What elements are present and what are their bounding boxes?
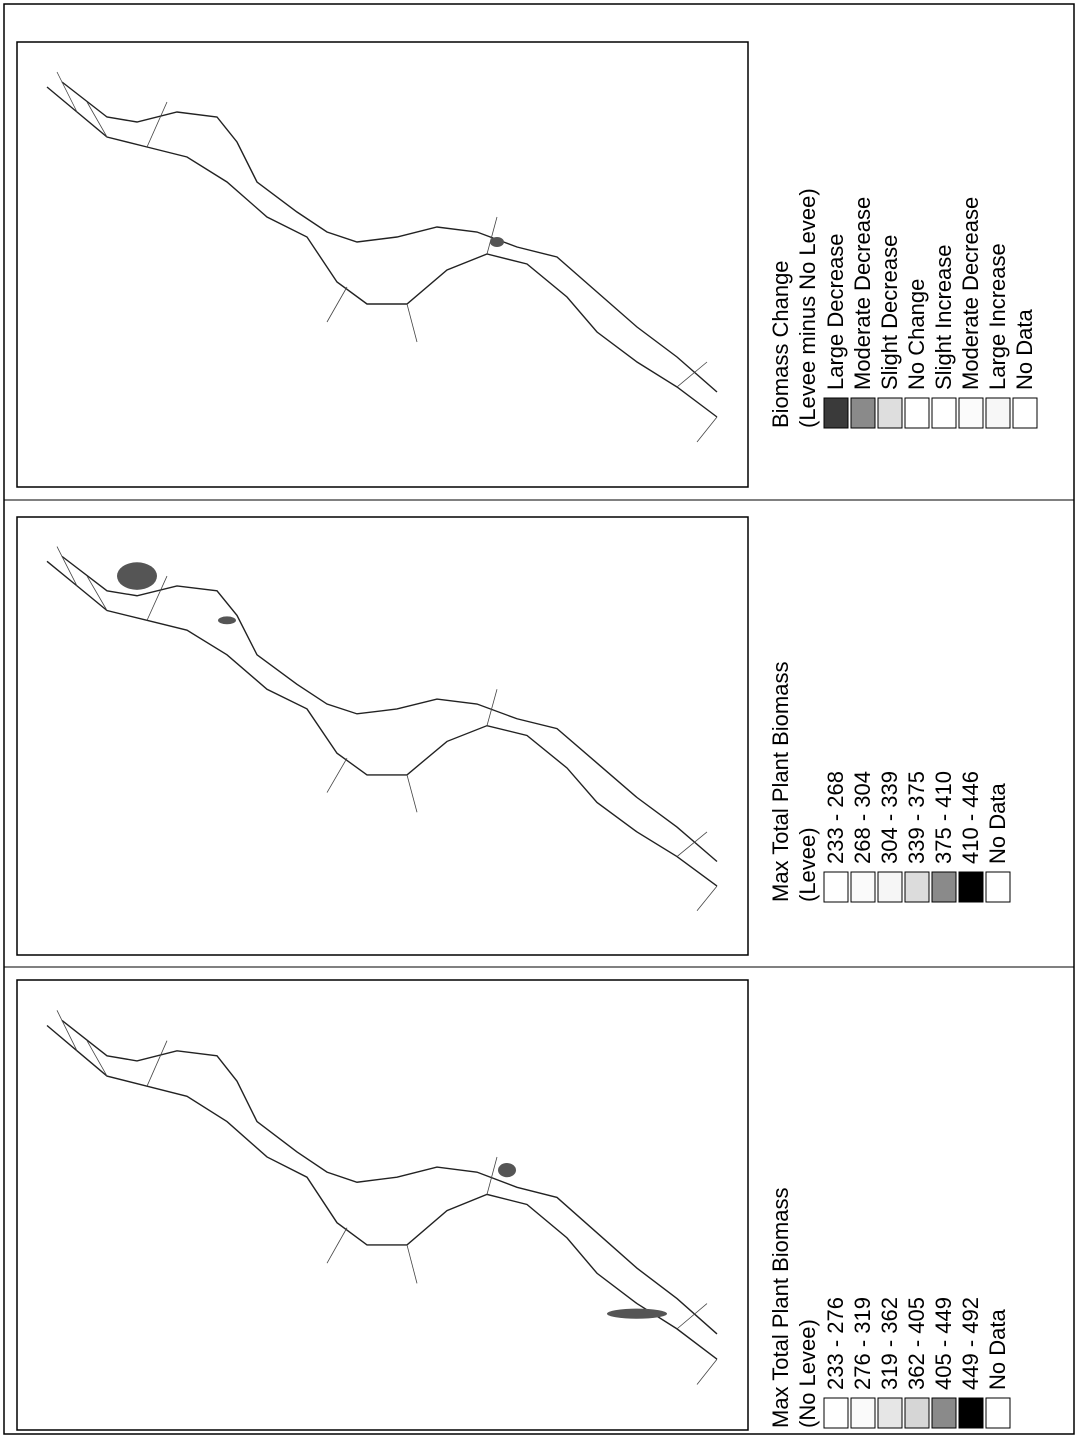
legend-swatch [877, 1397, 903, 1429]
tributary [406, 774, 418, 813]
tributary [486, 216, 498, 255]
river-map [46, 1010, 718, 1385]
river-bank [61, 1019, 718, 1335]
legend-swatch [931, 1397, 957, 1429]
tributary [56, 546, 78, 587]
legend-swatch [931, 397, 957, 429]
legend: Biomass Change (Levee minus No Levee) Larg… [768, 188, 1038, 429]
tributary [486, 1156, 498, 1195]
legend-label: No Data [985, 1309, 1010, 1390]
legend-label: Slight Increase [931, 244, 956, 390]
map-frame [16, 516, 749, 956]
legend-swatch [823, 871, 849, 903]
legend-swatch [904, 1397, 930, 1429]
legend-label: Slight Decrease [877, 235, 902, 390]
map-panel [16, 41, 749, 488]
river-bank [61, 555, 718, 863]
legend-swatch [904, 397, 930, 429]
tributary [486, 689, 498, 726]
tributary [676, 831, 708, 857]
river-map [46, 71, 718, 443]
river-map [46, 546, 718, 911]
legend-label: No Change [904, 279, 929, 390]
tributary [326, 1227, 348, 1264]
legend-swatch [877, 871, 903, 903]
legend-swatch [1012, 397, 1038, 429]
legend-title: (Levee) [795, 827, 820, 902]
tributary [56, 71, 78, 113]
map-patch [498, 1163, 516, 1178]
map-patch [490, 237, 504, 247]
legend-title: Biomass Change [768, 260, 793, 428]
map-patch [607, 1308, 667, 1319]
legend-label: 233 - 276 [823, 1297, 848, 1390]
tributary [86, 575, 108, 611]
legend-swatch [850, 397, 876, 429]
legend-label: Large Decrease [823, 233, 848, 390]
river-bank [46, 1024, 718, 1360]
map-frame [16, 979, 749, 1431]
legend-title: (No Levee) [795, 1319, 820, 1428]
tributary [86, 101, 108, 138]
map-frame [16, 41, 749, 488]
legend-swatch [850, 1397, 876, 1429]
legend-swatch [985, 397, 1011, 429]
map-panel [16, 979, 749, 1431]
tributary [326, 757, 348, 793]
tributary [676, 361, 708, 388]
map-patch [117, 562, 157, 590]
tributary [696, 1358, 718, 1385]
legend-swatch [958, 871, 984, 903]
tributary [406, 303, 418, 343]
legend-swatch [877, 397, 903, 429]
legend-swatch [931, 871, 957, 903]
legend: Max Total Plant Biomass (No Levee) 233 - 2… [768, 1188, 1011, 1429]
legend-label: 233 - 268 [823, 771, 848, 864]
river-bank [46, 560, 718, 887]
legend-label: 405 - 449 [931, 1297, 956, 1390]
map-patch [218, 616, 236, 625]
legend-label: 268 - 304 [850, 771, 875, 864]
legend: Max Total Plant Biomass (Levee)233 - 268 2… [768, 662, 1011, 903]
outer-border [3, 3, 1075, 1435]
river-bank [61, 81, 718, 393]
legend-label: 339 - 375 [904, 771, 929, 864]
legend-swatch [823, 397, 849, 429]
tributary [86, 1040, 108, 1077]
legend-swatch [904, 871, 930, 903]
legend-label: 362 - 405 [904, 1297, 929, 1390]
tributary [696, 416, 718, 443]
legend-swatch [985, 1397, 1011, 1429]
legend-label: 410 - 446 [958, 771, 983, 864]
tributary [56, 1010, 78, 1051]
legend-label: Moderate Decrease [850, 197, 875, 390]
tributary [326, 286, 348, 323]
tributary [676, 1303, 708, 1330]
legend-label: Large Increase [985, 243, 1010, 390]
legend-label: 304 - 339 [877, 771, 902, 864]
legend-label: No Data [1012, 309, 1037, 390]
legend-title: Max Total Plant Biomass [768, 1188, 793, 1428]
tributary [406, 1244, 418, 1284]
legend-title: (Levee minus No Levee) [795, 188, 820, 428]
legend-title: Max Total Plant Biomass [768, 662, 793, 902]
legend-label: 449 - 492 [958, 1297, 983, 1390]
tributary [146, 1040, 168, 1087]
tributary [696, 885, 718, 911]
legend-swatch [850, 871, 876, 903]
legend-swatch [823, 1397, 849, 1429]
tributary [146, 575, 168, 621]
legend-swatch [985, 871, 1011, 903]
legend-swatch [958, 1397, 984, 1429]
legend-label: 276 - 319 [850, 1297, 875, 1390]
map-panel [16, 516, 749, 956]
legend-label: Moderate Decrease [958, 197, 983, 390]
legend-label: 375 - 410 [931, 771, 956, 864]
legend-swatch [958, 397, 984, 429]
legend-label: No Data [985, 783, 1010, 864]
tributary [146, 101, 168, 148]
legend-label: 319 - 362 [877, 1297, 902, 1390]
